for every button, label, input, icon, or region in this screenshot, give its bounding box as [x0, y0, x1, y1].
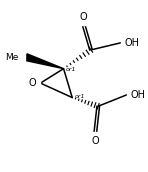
Bar — [127, 90, 142, 99]
Bar — [79, 17, 89, 25]
Text: OH: OH — [130, 90, 145, 100]
Text: or1: or1 — [74, 94, 85, 99]
Bar — [25, 78, 40, 88]
Text: OH: OH — [124, 38, 139, 48]
Bar — [121, 38, 136, 47]
Text: or1: or1 — [66, 67, 76, 72]
Bar — [90, 132, 100, 141]
Text: Me: Me — [5, 53, 19, 62]
Text: O: O — [80, 12, 88, 22]
Bar — [10, 53, 25, 61]
Polygon shape — [25, 54, 64, 69]
Text: O: O — [29, 78, 36, 88]
Text: O: O — [91, 136, 99, 146]
